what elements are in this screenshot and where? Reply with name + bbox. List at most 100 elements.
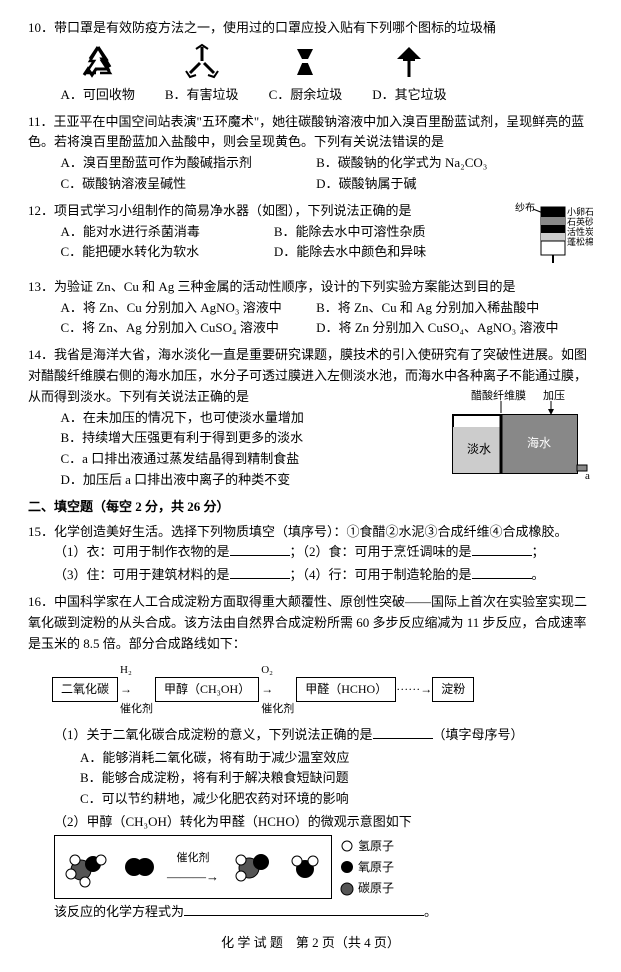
label-press: 加压: [543, 389, 565, 402]
question-16: 16．中国科学家在人工合成淀粉方面取得重大颠覆性、原创性突破——国际上首次在实验…: [28, 592, 593, 923]
q16-s1-a: A．能够消耗二氧化碳，将有助于减少温室效应: [80, 748, 593, 769]
label-hxt: 活性炭: [567, 226, 593, 237]
q12-opt-b: B．能除去水中可溶性杂质: [274, 222, 487, 243]
question-15: 15．化学创造美好生活。选择下列物质填空（填序号）：①食醋②水泥③合成纤维④合成…: [28, 522, 593, 586]
q13-opt-d: D．将 Zn 分别加入 CuSO₄、AgNO₃ 溶液中: [316, 318, 572, 339]
formaldehyde-molecule-icon: [229, 844, 275, 890]
flow-b2: 甲醇（CH₃OH）: [155, 677, 259, 702]
q11-num: 11．: [28, 114, 54, 129]
q11-opt-a: A．溴百里酚蓝可作为酸碱指示剂: [61, 153, 317, 174]
q15-s1b: ；（2）食：可用于烹饪调味的是: [290, 544, 472, 559]
atom-legend: 氢原子 氧原子 碳原子: [340, 835, 394, 901]
question-10: 10．带口罩是有效防疫方法之一，使用过的口罩应投入贴有下列哪个图标的垃圾桶 A．…: [28, 18, 593, 106]
q16-s1-b: B．能够合成淀粉，将有利于解决粮食短缺问题: [80, 768, 593, 789]
label-a: a: [585, 470, 590, 482]
q15-s2c: 。: [532, 567, 545, 582]
q11-opt-c: C．碳酸钠溶液呈碱性: [61, 174, 317, 195]
q14-num: 14．: [28, 347, 54, 362]
oxygen-molecule-icon: [121, 849, 157, 885]
q12-num: 12．: [28, 203, 54, 218]
flow-b1: 二氧化碳: [52, 677, 118, 702]
q16-s1-text: （1）关于二氧化碳合成淀粉的意义，下列说法正确的是: [54, 727, 373, 742]
q15-s1c: ；: [532, 544, 545, 559]
molecule-diagram: 催化剂———→ 氢原子 氧原子 碳原子: [28, 835, 593, 901]
blank-6: [184, 903, 424, 916]
page-footer: 化 学 试 题 第 2 页（共 4 页）: [28, 933, 593, 954]
water-filter-icon: 纱布 小卵石 石英砂 活性炭 蓬松棉: [513, 201, 593, 271]
label-sys: 石英砂: [567, 216, 593, 227]
q10-opt-b: B．有害垃圾: [165, 87, 239, 102]
blank-2: [472, 543, 532, 556]
recycle-icon: [78, 43, 118, 83]
q16-s2c: 。: [424, 904, 437, 919]
q13-opt-b: B．将 Zn、Cu 和 Ag 分别加入稀盐酸中: [316, 298, 572, 319]
q10-opt-a: A．可回收物: [61, 87, 135, 102]
desalination-icon: 醋酸纤维膜 加压 淡水 海水 a: [443, 387, 593, 487]
flow-dots: ······: [396, 680, 420, 699]
legend-h: 氢原子: [340, 837, 394, 856]
q10-opt-d: D．其它垃圾: [372, 87, 446, 102]
q16-s1b: （填字母序号）: [433, 727, 524, 742]
q13-num: 13．: [28, 279, 54, 294]
q16-s1: （1）关于二氧化碳合成淀粉的意义，下列说法正确的是 （填字母序号）: [28, 725, 593, 746]
blank-5: [373, 726, 433, 739]
label-fresh: 淡水: [467, 442, 491, 456]
label-mem: 醋酸纤维膜: [471, 388, 526, 402]
q11-opts: A．溴百里酚蓝可作为酸碱指示剂 B．碳酸钠的化学式为 Na₂CO₃ C．碳酸钠溶…: [28, 153, 593, 195]
q15-s2a: （3）住：可用于建筑材料的是: [54, 567, 230, 582]
blank-4: [472, 566, 532, 579]
q13-opt-c: C．将 Zn、Ag 分别加入 CuSO₄ 溶液中: [61, 318, 317, 339]
label-xls: 小卵石: [567, 207, 593, 217]
q12-text: 项目式学习小组制作的简易净水器（如图），下列说法正确的是: [54, 203, 412, 218]
catalyst-arrow: 催化剂———→: [167, 847, 219, 889]
hazard-icon-cell: B．有害垃圾: [165, 43, 239, 106]
flow-b4: 淀粉: [432, 677, 474, 702]
q15-row1: （1）衣：可用于制作衣物的是 ；（2）食：可用于烹饪调味的是 ；: [28, 542, 593, 563]
legend-o: 氧原子: [340, 858, 394, 877]
food-waste-icon: [285, 43, 325, 83]
q11-opt-b: B．碳酸钠的化学式为 Na₂CO₃: [316, 153, 572, 174]
molecule-box: 催化剂———→: [54, 835, 332, 899]
q11-text: 王亚平在中国空间站表演"五环魔术"，她往碳酸钠溶液中加入溴百里酚蓝试剂，呈现鲜亮…: [28, 114, 584, 150]
arrow-2: O₂→催化剂: [261, 660, 294, 718]
q15-row2: （3）住：可用于建筑材料的是 ；（4）行：可用于制造轮胎的是 。: [28, 565, 593, 586]
q10-text: 带口罩是有效防疫方法之一，使用过的口罩应投入贴有下列哪个图标的垃圾桶: [54, 20, 496, 35]
q11-opt-d: D．碳酸钠属于碱: [316, 174, 572, 195]
q10-opt-c: C．厨余垃圾: [269, 87, 343, 102]
other-waste-icon: [389, 43, 429, 83]
membrane-diagram: 醋酸纤维膜 加压 淡水 海水 a: [443, 387, 593, 487]
q16-text: 中国科学家在人工合成淀粉方面取得重大颠覆性、原创性突破——国际上首次在实验室实现…: [28, 594, 587, 651]
q13-text: 为验证 Zn、Cu 和 Ag 三种金属的活动性顺序，设计的下列实验方案能达到目的…: [54, 279, 516, 294]
q15-s1a: （1）衣：可用于制作衣物的是: [54, 544, 230, 559]
q10-num: 10．: [28, 20, 54, 35]
arrow-1: H₂→催化剂: [120, 660, 153, 718]
question-13: 13．为验证 Zn、Cu 和 Ag 三种金属的活动性顺序，设计的下列实验方案能达…: [28, 277, 593, 339]
other-waste-icon-cell: D．其它垃圾: [372, 43, 446, 106]
synthesis-flow: 二氧化碳 H₂→催化剂 甲醇（CH₃OH） O₂→催化剂 甲醛（HCHO） ··…: [28, 660, 593, 718]
q12-opts: A．能对水进行杀菌消毒 B．能除去水中可溶性杂质 C．能把硬水转化为软水 D．能…: [28, 222, 505, 264]
question-11: 11．王亚平在中国空间站表演"五环魔术"，她往碳酸钠溶液中加入溴百里酚蓝试剂，呈…: [28, 112, 593, 195]
q16-s1-opts: A．能够消耗二氧化碳，将有助于减少温室效应 B．能够合成淀粉，将有利于解决粮食短…: [28, 748, 593, 810]
q16-num: 16．: [28, 594, 54, 609]
q12-opt-d: D．能除去水中颜色和异味: [274, 242, 487, 263]
legend-c: 碳原子: [340, 879, 394, 898]
q16-s2b-line: 该反应的化学方程式为 。: [28, 902, 593, 923]
q12-opt-a: A．能对水进行杀菌消毒: [61, 222, 274, 243]
label-sea: 海水: [527, 435, 551, 450]
section-2-title: 二、填空题（每空 2 分，共 26 分）: [28, 497, 593, 518]
label-sb: 纱布: [515, 202, 535, 214]
label-psm: 蓬松棉: [567, 236, 593, 247]
q10-icons: A．可回收物 B．有害垃圾 C．厨余垃圾 D．其它垃圾: [28, 43, 593, 106]
q15-s2b: ；（4）行：可用于制造轮胎的是: [290, 567, 472, 582]
question-12: 纱布 小卵石 石英砂 活性炭 蓬松棉 12．项目式学习小组制作的简易净水器（如图…: [28, 201, 593, 271]
q16-s2b: 该反应的化学方程式为: [54, 904, 184, 919]
filter-diagram: 纱布 小卵石 石英砂 活性炭 蓬松棉: [513, 201, 593, 271]
methanol-molecule-icon: [61, 842, 111, 892]
water-molecule-icon: [285, 847, 325, 887]
q13-opts: A．将 Zn、Cu 分别加入 AgNO₃ 溶液中 B．将 Zn、Cu 和 Ag …: [28, 298, 593, 340]
flow-b3: 甲醛（HCHO）: [296, 677, 396, 702]
recycle-icon-cell: A．可回收物: [61, 43, 135, 106]
food-waste-icon-cell: C．厨余垃圾: [269, 43, 343, 106]
q16-s2: （2）甲醇（CH₃OH）转化为甲醛（HCHO）的微观示意图如下: [28, 812, 593, 833]
blank-1: [230, 543, 290, 556]
